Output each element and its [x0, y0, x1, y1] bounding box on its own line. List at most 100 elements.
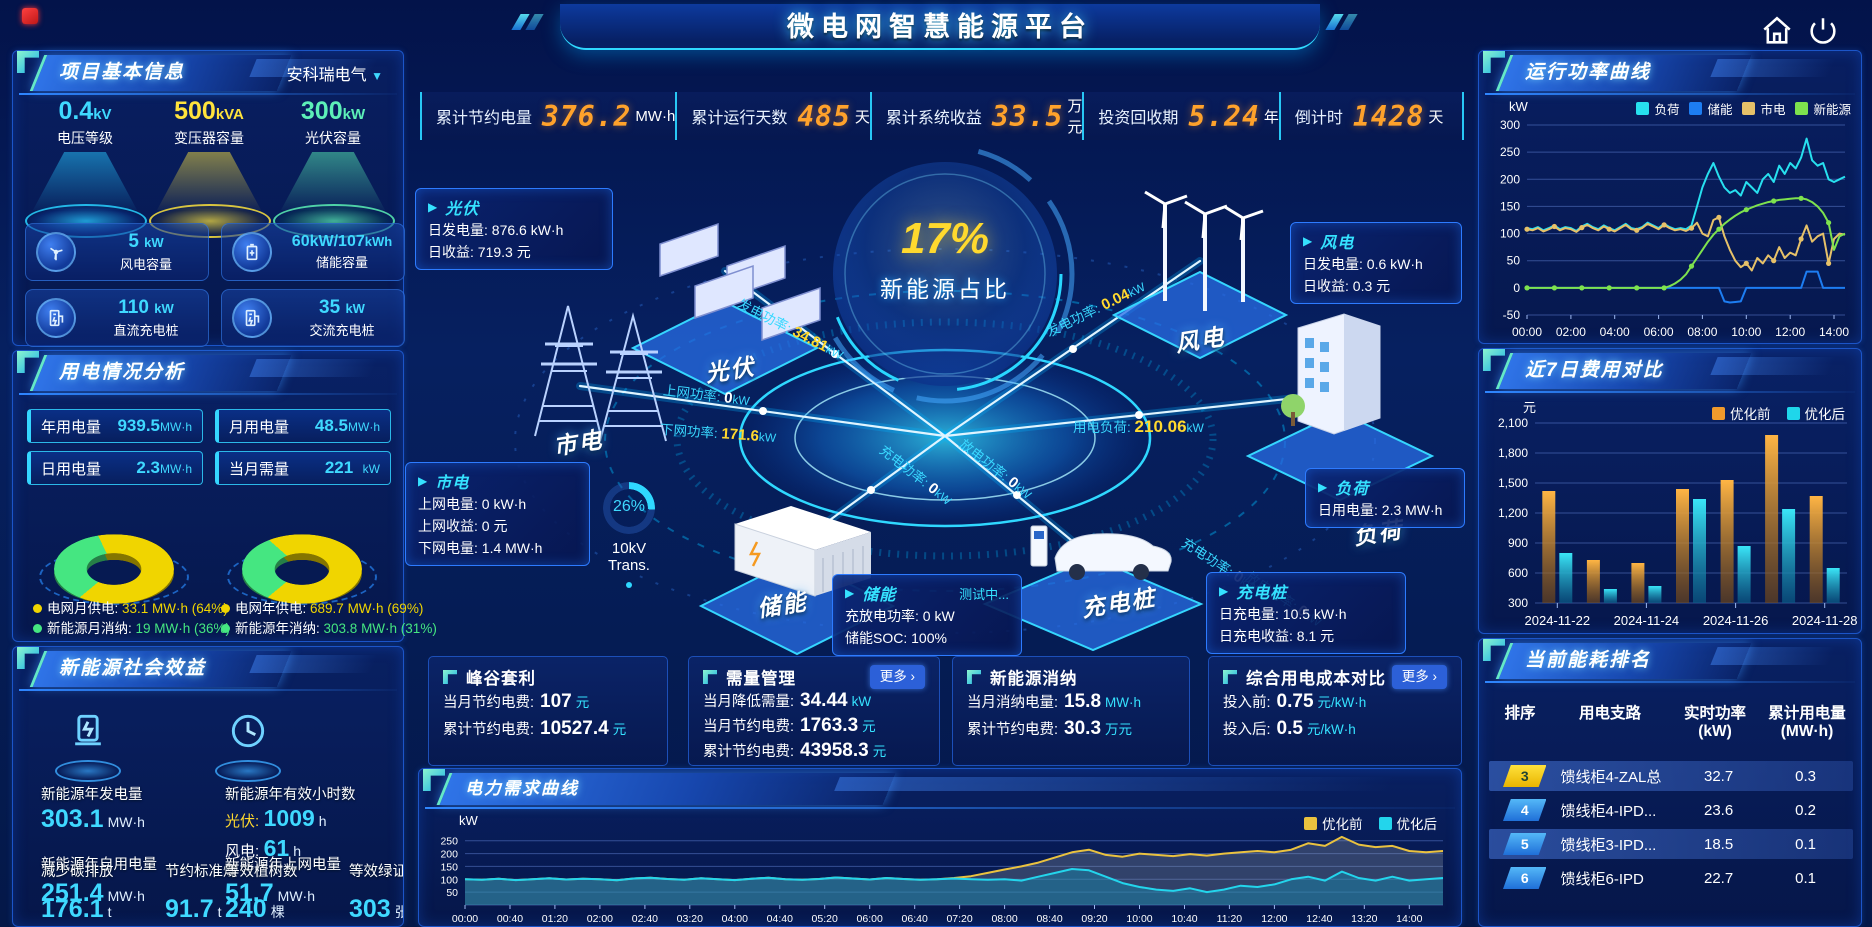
more-button[interactable]: 更多 › [869, 665, 925, 689]
gauge-ring [603, 482, 655, 534]
panel-corner-icon [443, 670, 457, 684]
generation-icon [53, 709, 123, 783]
kpi-value: 5.24 [1188, 99, 1260, 133]
legend-item[interactable]: 优化前 [1304, 813, 1363, 833]
svg-text:200: 200 [1500, 172, 1520, 186]
power-value: 18.5 [1704, 835, 1734, 853]
legend-item[interactable]: 优化后 [1378, 813, 1437, 833]
svg-text:14:00: 14:00 [1396, 913, 1422, 925]
legend-grid-year: 电网年供电: 689.7 MW·h (69%) [221, 597, 423, 617]
chevron-right-icon: ▶ [428, 200, 438, 214]
kpi-value: 1428 [1352, 99, 1425, 133]
svg-text:01:20: 01:20 [542, 913, 568, 925]
kpi-stats-bar: 累计节约电量 376.2 MW·h 累计运行天数 485 天 累计系统收益 33… [420, 92, 1464, 140]
charger-node [982, 525, 1204, 652]
mini-panel-demand-mgmt: 需量管理 更多 › 当月降低需量: 34.44 kW 当月节约电费: 1763.3 元 … [688, 656, 940, 766]
kpi-unit: 年 [1263, 108, 1279, 126]
legend-item[interactable]: 新能源 [1795, 99, 1851, 118]
svg-text:2,100: 2,100 [1498, 416, 1528, 430]
svg-text:2024-11-26: 2024-11-26 [1703, 613, 1769, 628]
panel-usage-analysis: 用电情况分析 年用电量 939.5MW·h 月用电量 48.5MW·h 日用电量… [12, 350, 437, 642]
panel-title: 近7日费用对比 [1525, 360, 1664, 381]
legend-re-year: 新能源年消纳: 303.8 MW·h (31%) [221, 617, 437, 637]
svg-text:05:20: 05:20 [812, 913, 838, 925]
svg-text:00:00: 00:00 [452, 913, 478, 925]
svg-text:300: 300 [1508, 596, 1528, 610]
svg-text:03:20: 03:20 [677, 913, 703, 925]
svg-text:2024-11-24: 2024-11-24 [1614, 613, 1680, 628]
panel-header: 项目基本信息 安科瑞电气 ▼ [17, 51, 397, 91]
svg-text:12:00: 12:00 [1775, 325, 1805, 339]
benefit-cert-value: 303张 [349, 895, 403, 923]
title-decor-left [511, 14, 550, 30]
benefit-gen-label: 新能源年发电量 [41, 787, 143, 803]
table-row[interactable]: 6 馈线柜6-IPD 22.7 0.1 [1489, 863, 1853, 893]
energy-value: 0.3 [1795, 767, 1816, 785]
panel-header: 电力需求曲线 [423, 769, 1455, 805]
storage-status: 测试中... [959, 586, 1009, 602]
benefit-hours-label: 新能源年有效小时数 [225, 787, 356, 803]
legend-item[interactable]: 市电 [1742, 99, 1785, 118]
svg-text:02:40: 02:40 [632, 913, 658, 925]
panel-corner-icon [1483, 51, 1505, 73]
branch-name: 馈线柜4-IPD... [1560, 802, 1657, 820]
company-name: 安科瑞电气 [286, 67, 367, 84]
svg-text:200: 200 [440, 849, 458, 861]
rank-badge: 4 [1503, 799, 1547, 821]
svg-text:100: 100 [1500, 227, 1520, 241]
svg-text:250: 250 [440, 836, 458, 848]
battery-icon [232, 232, 272, 272]
cost-bar-chart: 300 600 900 1,200 1,500 1,800 2,100 2024-11-22 2… [1483, 415, 1858, 634]
branch-name: 馈线柜6-IPD [1560, 870, 1644, 888]
demand-curve-chart: 50 100 150 200 250 00:00 00:40 01:20 02:00 02:40 0… [425, 829, 1453, 926]
svg-text:06:00: 06:00 [1644, 325, 1674, 339]
podium-pv: 300kW 光伏容量 [273, 97, 395, 238]
svg-text:250: 250 [1500, 145, 1520, 159]
table-row[interactable]: 4 馈线柜4-IPD... 23.6 0.2 [1489, 795, 1853, 825]
panel-corner-icon [1483, 349, 1505, 371]
legend-item[interactable]: 负荷 [1636, 99, 1679, 118]
logo-mark [22, 8, 38, 24]
panel-corner-icon [17, 351, 39, 373]
panel-title: 项目基本信息 [59, 62, 186, 83]
flow-load: 用电负荷: 210.06kW [1073, 417, 1204, 436]
svg-text:07:20: 07:20 [946, 913, 972, 925]
stat-day-usage: 日用电量 2.3MW·h [27, 451, 203, 485]
svg-text:100: 100 [440, 874, 458, 886]
y-axis-unit: kW [1509, 99, 1528, 114]
table-row[interactable]: 3 馈线柜4-ZAL总 32.7 0.3 [1489, 761, 1853, 791]
panel-title: 运行功率曲线 [1525, 62, 1652, 83]
legend-item[interactable]: 优化前 [1712, 403, 1771, 423]
branch-name: 馈线柜3-IPD... [1560, 836, 1657, 854]
svg-text:04:40: 04:40 [767, 913, 793, 925]
more-button[interactable]: 更多 › [1391, 665, 1447, 689]
benefit-self-value: 251.4 MW·h [41, 879, 145, 907]
benefit-feed-label: 新能源年上网电量 [225, 857, 341, 873]
svg-text:06:00: 06:00 [857, 913, 883, 925]
power-icon[interactable] [1806, 14, 1840, 48]
kpi-value: 485 [797, 99, 851, 133]
legend-item[interactable]: 储能 [1689, 99, 1732, 118]
company-selector[interactable]: 安科瑞电气 ▼ [287, 61, 383, 85]
stat-month-usage: 月用电量 48.5MW·h [215, 409, 391, 443]
kpi-label: 累计系统收益 [885, 110, 982, 127]
svg-text:50: 50 [1507, 254, 1521, 268]
cost-legend: 优化前 优化后 [1712, 403, 1845, 423]
stat-month-demand: 当月需量 221 kW [215, 451, 391, 485]
power-value: 23.6 [1704, 801, 1734, 819]
col-branch: 用电支路 [1578, 705, 1641, 722]
dc-charger-icon [36, 298, 76, 338]
panel-header: 新能源社会效益 [17, 647, 397, 687]
benefit-wind-hours: 风电: 61 h [225, 835, 302, 861]
home-icon[interactable] [1760, 14, 1794, 48]
stat-year-usage: 年用电量 939.5MW·h [27, 409, 203, 443]
table-row[interactable]: 5 馈线柜3-IPD... 18.5 0.1 [1489, 829, 1853, 859]
energy-value: 0.1 [1795, 835, 1816, 853]
info-box-pv: ▶ 光伏 日发电量: 876.6 kW·h 日收益: 719.3 元 [415, 188, 613, 270]
legend-item[interactable]: 优化后 [1786, 403, 1845, 423]
card-wind-capacity: 5 kW 风电容量 [25, 223, 209, 281]
benefit-co2-label: 减少碳排放 [41, 864, 114, 880]
info-box-load: ▶ 负荷 日用电量: 2.3 MW·h [1305, 468, 1465, 528]
donut-year [217, 491, 387, 611]
demand-legend: 优化前 优化后 [1304, 813, 1437, 833]
